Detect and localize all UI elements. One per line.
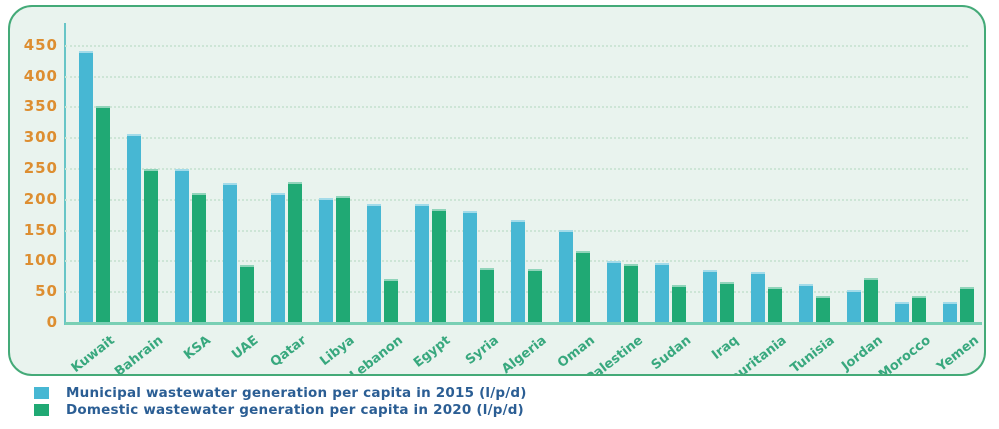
bar-2015-kuwait bbox=[79, 50, 93, 322]
y-tick-label-450: 450 bbox=[23, 35, 58, 54]
gridline-450 bbox=[65, 44, 968, 47]
legend-swatch-2020 bbox=[34, 403, 49, 416]
bar-2020-iraq bbox=[720, 281, 734, 322]
bar-2020-palestine bbox=[624, 264, 638, 322]
bar-2015-algeria bbox=[511, 219, 525, 322]
x-tick-label-qatar: Qatar bbox=[268, 333, 310, 371]
bar-2020-morocco bbox=[912, 296, 926, 322]
gridline-200 bbox=[65, 198, 968, 201]
bar-2015-ksa bbox=[175, 169, 189, 322]
bar-2015-uae bbox=[223, 182, 237, 322]
x-tick-label-algeria: Algeria bbox=[499, 333, 550, 374]
x-tick-label-syria: Syria bbox=[462, 333, 502, 368]
bar-2015-egypt bbox=[415, 203, 429, 322]
bar-2015-palestine bbox=[607, 261, 621, 322]
bar-2020-oman bbox=[576, 251, 590, 322]
bar-2015-bahrain bbox=[127, 134, 141, 322]
bar-2020-uae bbox=[240, 265, 254, 322]
legend-swatch-2015 bbox=[34, 386, 49, 399]
bar-2020-qatar bbox=[288, 182, 302, 322]
bar-2020-ksa bbox=[192, 192, 206, 322]
x-tick-label-tunisia: Tunisia bbox=[788, 333, 838, 374]
y-axis-line bbox=[64, 23, 66, 325]
bar-2020-syria bbox=[480, 267, 494, 322]
gridline-350 bbox=[65, 106, 968, 109]
y-tick-label-150: 150 bbox=[23, 220, 58, 239]
bar-2015-morocco bbox=[895, 302, 909, 322]
legend: Municipal wastewater generation per capi… bbox=[34, 384, 527, 418]
y-tick-label-250: 250 bbox=[23, 159, 58, 177]
bar-2015-iraq bbox=[703, 269, 717, 322]
y-tick-label-200: 200 bbox=[23, 189, 58, 208]
gridline-250 bbox=[65, 168, 968, 170]
y-tick-label-400: 400 bbox=[23, 66, 58, 85]
y-tick-label-0: 0 bbox=[46, 313, 58, 331]
legend-row-2020: Domestic wastewater generation per capit… bbox=[34, 401, 527, 418]
x-tick-label-egypt: Egypt bbox=[411, 333, 454, 371]
x-tick-label-oman: Oman bbox=[554, 333, 598, 372]
x-tick-label-bahrain: Bahrain bbox=[111, 333, 166, 374]
gridline-300 bbox=[65, 137, 968, 140]
x-tick-label-ksa: KSA bbox=[181, 333, 214, 363]
bar-2020-mauritania bbox=[768, 286, 782, 322]
bar-2020-libya bbox=[336, 195, 350, 322]
y-tick-label-50: 50 bbox=[35, 282, 58, 301]
bar-2015-syria bbox=[463, 211, 477, 322]
x-tick-label-libya: Libya bbox=[317, 333, 358, 370]
y-tick-label-350: 350 bbox=[23, 97, 58, 116]
chart-panel: 0 50 100 150 200 250 300 350 400 450 Kuwait Bahrain… bbox=[8, 5, 986, 376]
bar-2015-lebanon bbox=[367, 203, 381, 322]
y-tick-label-300: 300 bbox=[23, 128, 58, 147]
gridline-400 bbox=[65, 75, 968, 78]
x-tick-label-lebanon: Lebanon bbox=[347, 333, 406, 374]
bar-2020-jordan bbox=[864, 277, 878, 322]
bar-2015-jordan bbox=[847, 289, 861, 322]
bar-2015-yemen bbox=[943, 302, 957, 322]
legend-label-2020: Domestic wastewater generation per capit… bbox=[66, 401, 524, 418]
bar-2015-tunisia bbox=[799, 284, 813, 322]
x-tick-label-sudan: Sudan bbox=[648, 333, 694, 374]
bar-2020-kuwait bbox=[96, 106, 110, 322]
bar-2020-tunisia bbox=[816, 295, 830, 322]
x-tick-label-iraq: Iraq bbox=[709, 333, 742, 363]
y-tick-label-100: 100 bbox=[23, 251, 58, 270]
x-tick-label-morocco: Morocco bbox=[875, 333, 934, 374]
x-axis-line bbox=[65, 322, 982, 325]
bar-2015-mauritania bbox=[751, 272, 765, 322]
bar-2015-sudan bbox=[655, 262, 669, 322]
bar-2015-qatar bbox=[271, 192, 285, 322]
x-tick-label-yemen: Yemen bbox=[934, 333, 982, 374]
x-tick-label-uae: UAE bbox=[229, 333, 262, 363]
bar-2020-egypt bbox=[432, 209, 446, 322]
bar-2015-libya bbox=[319, 198, 333, 322]
bar-2020-lebanon bbox=[384, 278, 398, 322]
bar-2015-oman bbox=[559, 229, 573, 322]
bar-2020-bahrain bbox=[144, 169, 158, 322]
legend-row-2015: Municipal wastewater generation per capi… bbox=[34, 384, 527, 401]
bar-2020-sudan bbox=[672, 285, 686, 322]
plot-area: 0 50 100 150 200 250 300 350 400 450 Kuwait Bahrain… bbox=[10, 7, 984, 374]
legend-label-2015: Municipal wastewater generation per capi… bbox=[66, 384, 527, 401]
bar-2020-yemen bbox=[960, 286, 974, 322]
bar-2020-algeria bbox=[528, 269, 542, 322]
x-tick-label-kuwait: Kuwait bbox=[68, 333, 118, 374]
